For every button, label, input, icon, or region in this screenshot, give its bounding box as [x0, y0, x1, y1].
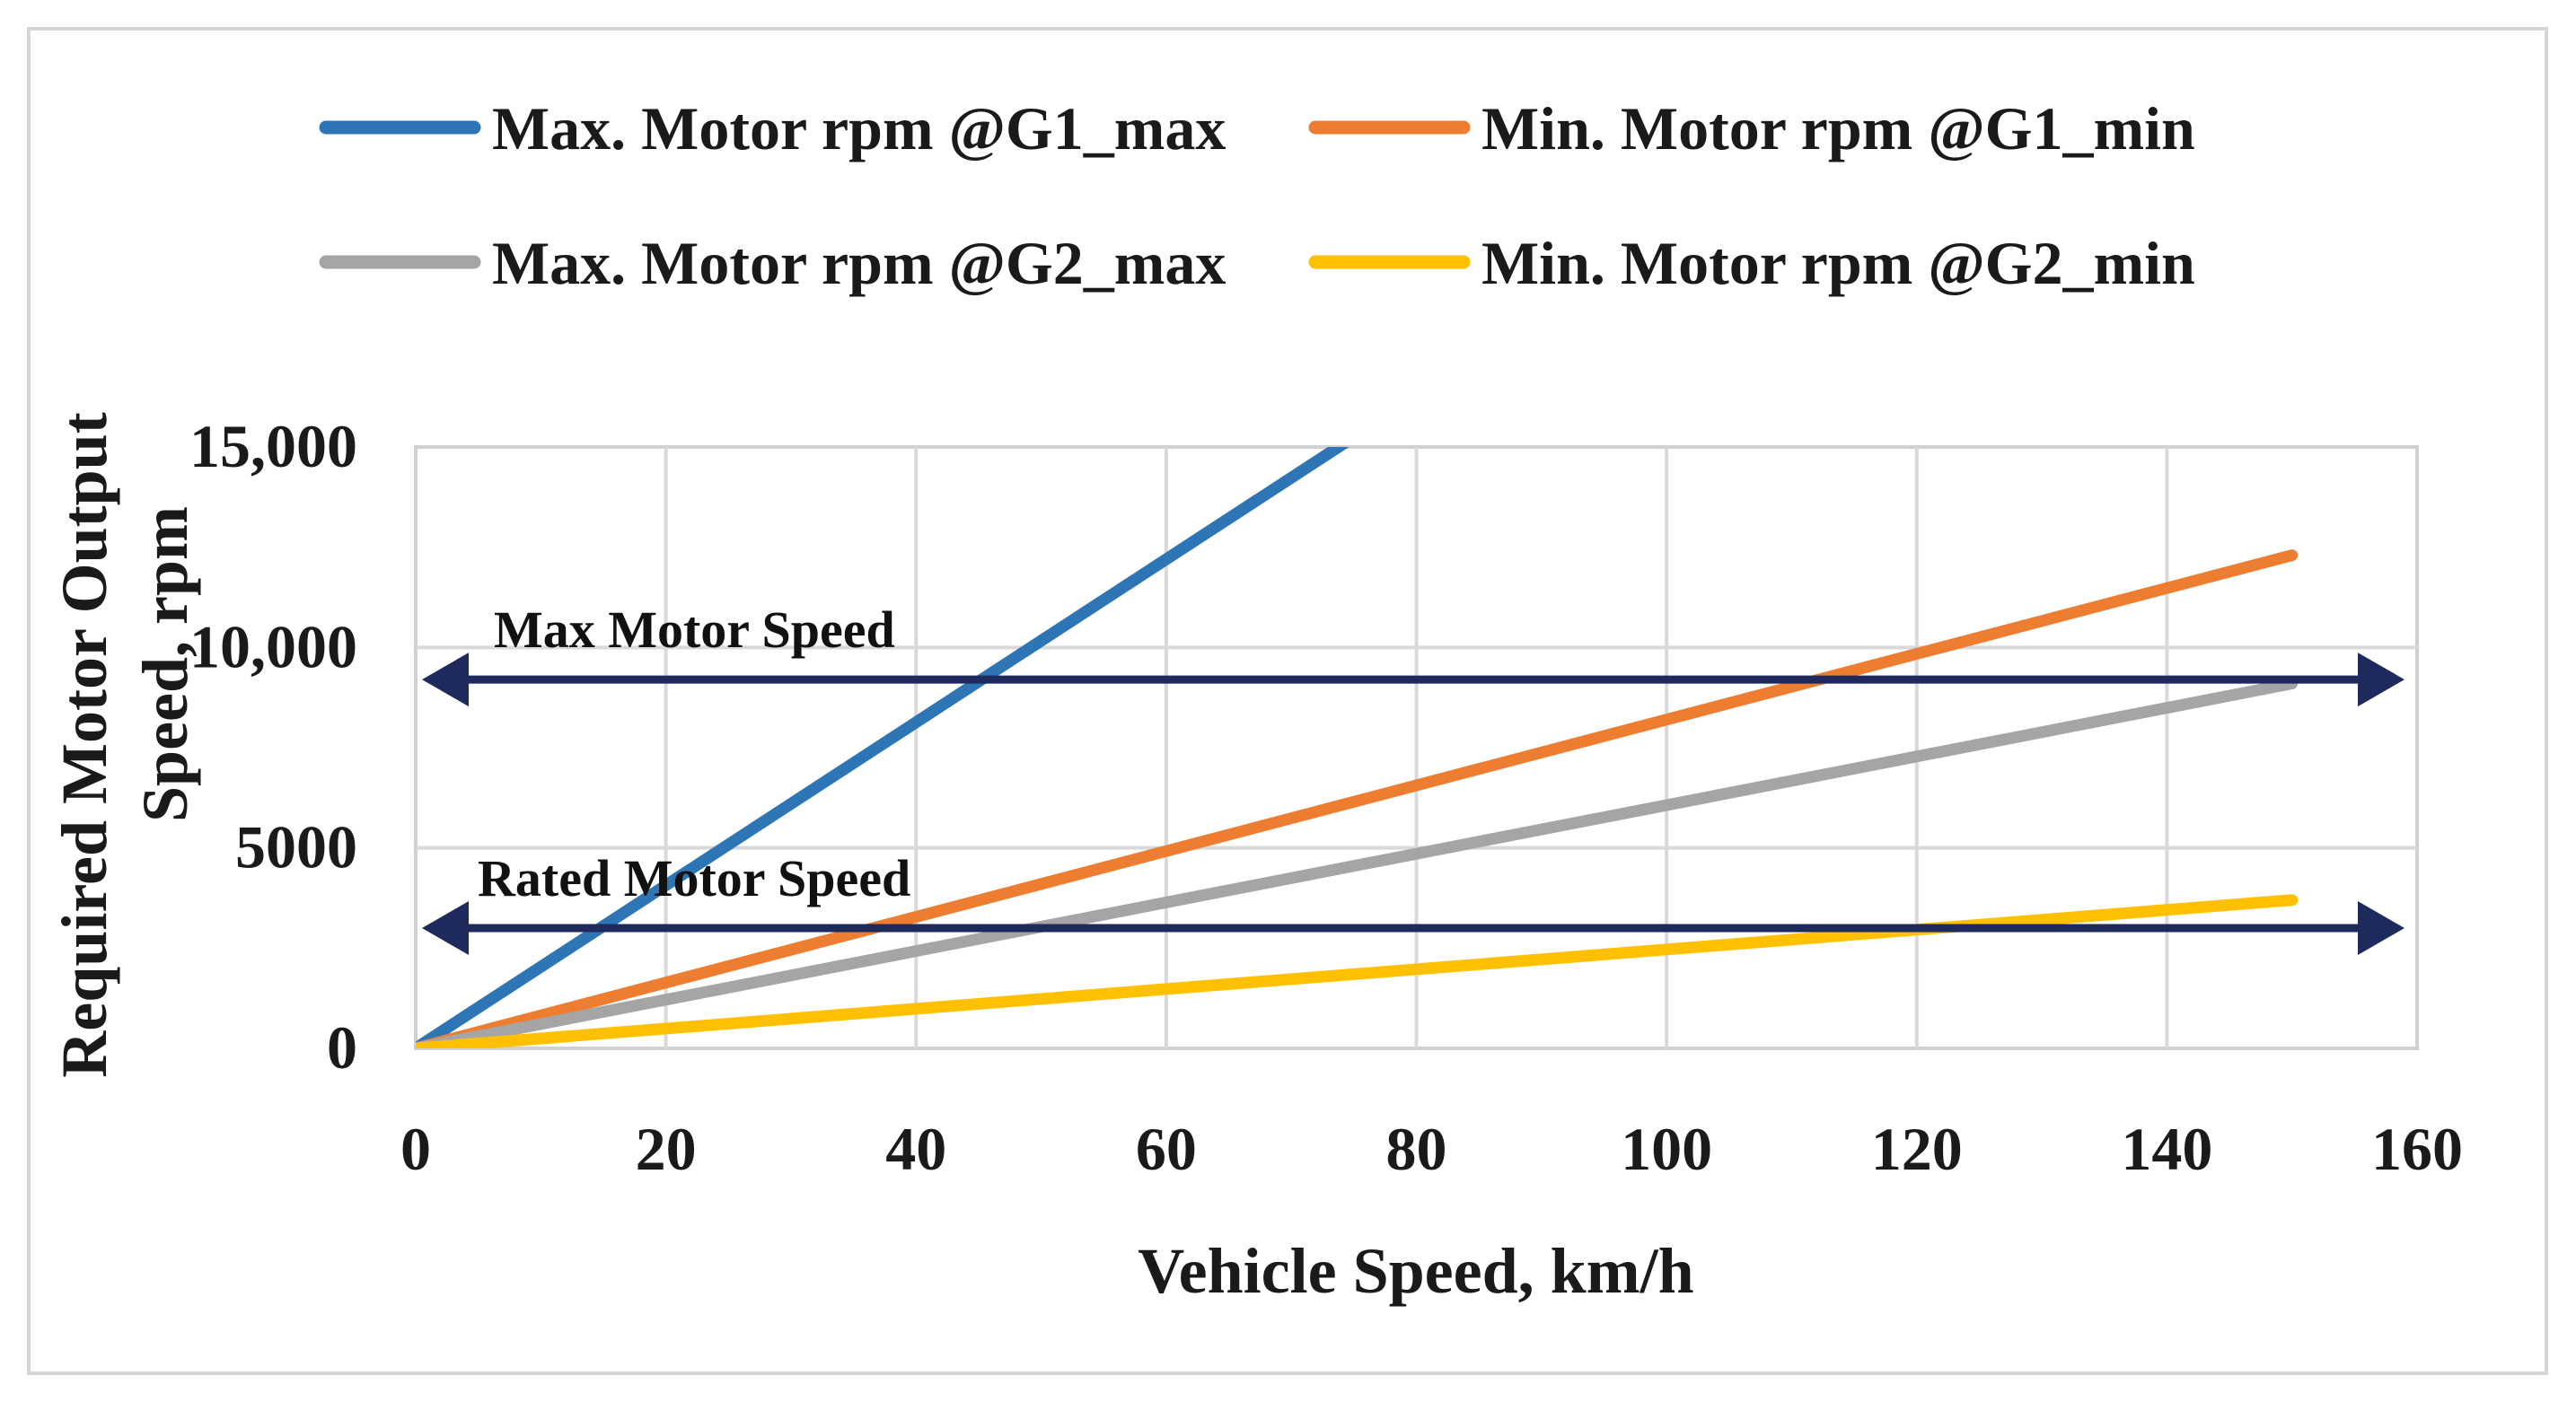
legend-label: Max. Motor rpm @G2_max	[492, 229, 1226, 297]
y-tick-label: 0	[327, 1013, 357, 1082]
arrowhead-right	[2358, 653, 2405, 707]
arrowhead-left	[422, 901, 469, 955]
legend-entry-1: Max. Motor rpm @G1_max	[319, 94, 1226, 162]
y-tick-label: 10,000	[189, 612, 357, 680]
x-tick-label: 20	[636, 1115, 697, 1183]
y-tick-label: 15,000	[189, 412, 357, 480]
arrowhead-left	[422, 653, 469, 707]
legend: Max. Motor rpm @G1_max Min. Motor rpm @G1…	[319, 94, 2195, 297]
series-line-3	[416, 678, 2299, 1048]
reference-arrow-1: Max Motor Speed	[422, 600, 2405, 707]
series-line-2	[416, 549, 2299, 1048]
x-axis-title: Vehicle Speed, km/h	[1138, 1235, 1693, 1307]
x-tick-label: 60	[1136, 1115, 1197, 1183]
series-line-1	[416, 447, 1350, 1048]
x-tick-label: 160	[2371, 1115, 2463, 1183]
reference-label-1: Max Motor Speed	[494, 600, 895, 659]
y-axis-title-line-2: Speed, rpm	[129, 506, 201, 822]
legend-entry-2: Min. Motor rpm @G1_min	[1308, 94, 2195, 162]
x-tick-label: 0	[400, 1115, 431, 1183]
x-tick-label: 120	[1871, 1115, 1963, 1183]
arrowhead-right	[2358, 901, 2405, 955]
legend-label: Min. Motor rpm @G1_min	[1481, 94, 2195, 162]
x-tick-label: 80	[1386, 1115, 1447, 1183]
reference-lines: Max Motor Speed Rated Motor Speed	[422, 600, 2405, 955]
y-tick-label: 5000	[235, 813, 357, 881]
legend-entry-3: Max. Motor rpm @G2_max	[319, 229, 1226, 297]
reference-arrow-2: Rated Motor Speed	[422, 849, 2405, 955]
x-tick-label: 140	[2121, 1115, 2212, 1183]
reference-label-2: Rated Motor Speed	[478, 849, 910, 907]
legend-label: Min. Motor rpm @G2_min	[1481, 229, 2195, 297]
y-axis-title-line-1: Required Motor Output	[48, 412, 120, 1077]
tick-labels: 0 20 40 60 80 100 120 140 160 0 5000 10,000 15,000	[189, 412, 2463, 1183]
x-tick-label: 40	[885, 1115, 946, 1183]
x-tick-label: 100	[1621, 1115, 1712, 1183]
legend-entry-4: Min. Motor rpm @G2_min	[1308, 229, 2195, 297]
legend-label: Max. Motor rpm @G1_max	[492, 94, 1226, 162]
